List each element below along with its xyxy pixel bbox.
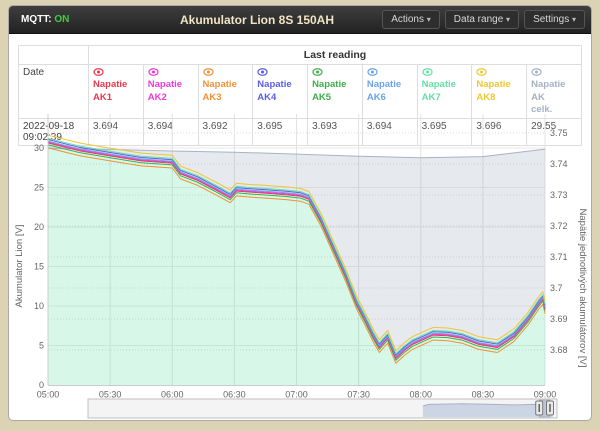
column-header-AK8[interactable]: Napatie AK8 [471,63,528,120]
left-axis-title: Akumulator Lion [V] [14,225,25,308]
actions-button-label: Actions [391,14,424,25]
svg-text:07:00: 07:00 [285,390,308,400]
eye-icon [148,68,159,76]
blank-cell [18,45,89,65]
date-column-header: Date [18,63,89,120]
caret-down-icon: ▾ [506,15,511,24]
last-reading-table: Last reading Date Napatie AK1 Napatie AK2 Napa… [18,45,582,147]
svg-text:10: 10 [34,301,44,311]
column-header-AK5[interactable]: Napatie AK5 [307,63,363,120]
reading-value-8: 3.696 [471,118,528,147]
svg-text:0: 0 [39,380,44,390]
series-napatie-ak3[interactable] [47,147,546,364]
axis-tick-labels: 0 5 10 15 20 25 30 3.68 3.69 3.7 3.71 3.72 3.73 3.74 3… [34,128,568,400]
series-napatie-ak7[interactable] [47,137,546,355]
svg-text:05:00: 05:00 [37,390,60,400]
svg-text:08:30: 08:30 [472,390,495,400]
eye-icon [367,68,378,76]
reading-value-2: 3.694 [142,118,199,147]
series-lines [47,134,546,364]
svg-text:08:00: 08:00 [410,390,433,400]
svg-text:09:00: 09:00 [534,390,557,400]
reading-value-7: 3.695 [416,118,473,147]
data-range-button[interactable]: Data range ▾ [444,10,520,29]
navigator-data-area [422,403,553,417]
last-reading-section: Last reading Date Napatie AK1 Napatie AK2 Napa… [18,45,582,147]
svg-text:3.7: 3.7 [550,283,563,293]
svg-text:25: 25 [34,183,44,193]
caret-down-icon: ▾ [426,15,431,24]
eye-icon [421,68,433,76]
reading-value-9: 29.55 [526,118,582,147]
mqtt-status: MQTT: ON [21,14,69,25]
settings-button-label: Settings [533,14,570,25]
column-header-AK3[interactable]: Napatie AK3 [197,63,254,120]
svg-text:3.69: 3.69 [550,314,568,324]
svg-text:3.75: 3.75 [550,128,568,138]
eye-icon [202,68,214,76]
eye-icon [531,68,542,76]
reading-value-4: 3.695 [252,118,309,147]
svg-text:06:30: 06:30 [223,390,246,400]
svg-text:5: 5 [39,341,44,351]
reading-date: 2022-09-18 09:02:39 [18,118,89,147]
mqtt-label: MQTT: [21,14,52,25]
svg-text:07:30: 07:30 [347,390,370,400]
svg-text:3.72: 3.72 [550,221,568,231]
actions-button[interactable]: Actions ▾ [382,10,440,29]
page-title: Akumulator Lion 8S 150AH [179,12,335,27]
svg-text:15: 15 [34,262,44,272]
column-header-AK1[interactable]: Napatie AK1 [88,63,144,120]
navbar: MQTT: ON Akumulator Lion 8S 150AH Action… [9,6,591,34]
svg-text:3.68: 3.68 [550,345,568,355]
settings-button[interactable]: Settings ▾ [524,10,585,29]
bundle-fill-area [48,142,545,385]
svg-text:30: 30 [34,143,44,153]
caret-down-icon: ▾ [571,15,576,24]
svg-text:3.74: 3.74 [550,159,568,169]
column-header-celk[interactable]: Napatie AK celk. [526,63,582,120]
eye-icon [476,68,488,76]
svg-text:3.73: 3.73 [550,190,568,200]
svg-text:05:30: 05:30 [99,390,122,400]
total-band-area [48,142,545,358]
navbar-buttons: Actions ▾ Data range ▾ Settings ▾ [382,10,585,29]
column-header-AK2[interactable]: Napatie AK2 [142,63,199,120]
last-reading-header: Last reading [88,45,582,65]
navigator[interactable] [87,398,558,419]
svg-text:20: 20 [34,222,44,232]
right-axis-title: Napätie jednotlivých akumulátorov [V] [577,209,588,368]
column-header-AK7[interactable]: Napatie AK7 [416,63,473,120]
column-header-AK6[interactable]: Napatie AK6 [361,63,418,120]
series-napatie-ak6[interactable] [47,140,546,357]
table-row: 2022-09-18 09:02:39 3.694 3.694 3.692 3.695 3… [18,118,582,147]
app-panel: MQTT: ON Akumulator Lion 8S 150AH Action… [8,5,592,421]
navigator-handle[interactable] [535,400,544,416]
voltage-chart: 0 5 10 15 20 25 30 3.68 3.69 3.7 3.71 3.72 3.73 3.74 3… [14,114,588,419]
column-header-AK4[interactable]: Napatie AK4 [252,63,309,120]
eye-icon [257,68,268,76]
svg-text:06:00: 06:00 [161,390,184,400]
mqtt-on-badge: ON [54,14,70,25]
series-ak-celk[interactable] [47,148,546,159]
svg-text:3.71: 3.71 [550,252,568,262]
series-napatie-ak8[interactable] [47,134,546,352]
series-napatie-ak4[interactable] [47,139,546,356]
data-range-button-label: Data range [453,14,504,25]
series-napatie-ak5[interactable] [47,144,546,361]
eye-icon [312,68,323,76]
navigator-handle[interactable] [546,400,554,416]
eye-icon [93,68,104,76]
